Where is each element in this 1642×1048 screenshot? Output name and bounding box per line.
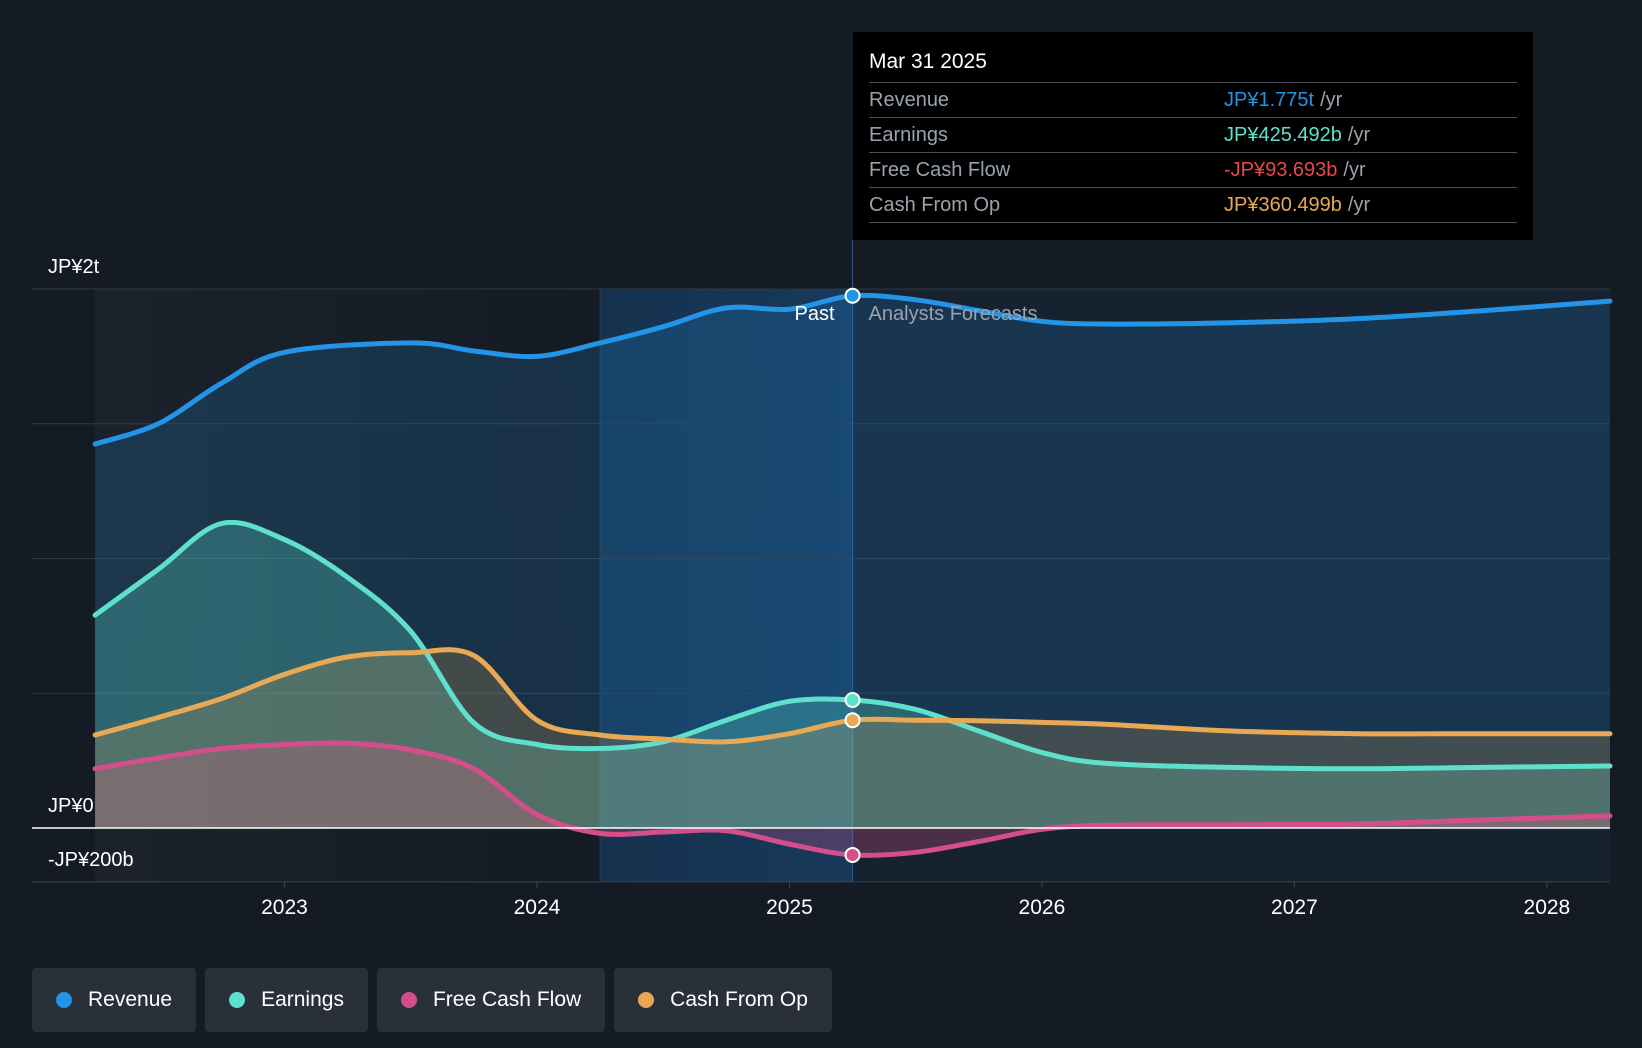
past-highlight-region — [600, 289, 853, 882]
legend-label: Earnings — [261, 988, 344, 1011]
tooltip-row-revenue: Revenue JP¥1.775t /yr — [869, 83, 1517, 118]
legend-label: Free Cash Flow — [432, 988, 582, 1011]
legend-dot-icon — [229, 992, 246, 1008]
past-region — [95, 289, 601, 882]
tooltip-row-earnings: Earnings JP¥425.492b /yr — [869, 118, 1517, 153]
revenue-area — [95, 295, 1611, 828]
x-tick-label: 2025 — [766, 896, 813, 919]
cash-from-op-marker — [844, 712, 861, 729]
x-tick-label: 2026 — [1019, 896, 1066, 919]
forecast-label: Analysts Forecasts — [869, 303, 1038, 325]
tooltip-label: Cash From Op — [869, 194, 1001, 216]
tooltip-unit: /yr — [1320, 89, 1343, 111]
tooltip-value: JP¥360.499b — [1224, 194, 1342, 216]
legend-item-free-cash-flow[interactable]: Free Cash Flow — [376, 968, 606, 1032]
legend: Revenue Earnings Free Cash Flow Cash Fro… — [32, 968, 832, 1032]
tooltip-label: Free Cash Flow — [869, 159, 1011, 181]
legend-dot-icon — [638, 992, 655, 1008]
legend-item-earnings[interactable]: Earnings — [205, 968, 368, 1032]
earnings-line — [92, 519, 1613, 772]
free-cash-flow-line — [92, 740, 1613, 858]
legend-item-cash-from-op[interactable]: Cash From Op — [614, 968, 832, 1032]
y-tick-label: JP¥0 — [48, 795, 94, 817]
legend-item-revenue[interactable]: Revenue — [32, 968, 197, 1032]
tooltip-unit: /yr — [1347, 194, 1371, 216]
x-tick-label: 2023 — [261, 896, 308, 919]
tooltip-value: JP¥425.492b — [1224, 124, 1342, 146]
tooltip-label: Revenue — [869, 89, 950, 111]
forecast-region — [852, 289, 1610, 882]
tooltip-unit: /yr — [1343, 159, 1366, 181]
tooltip-value: JP¥1.775t — [1224, 89, 1315, 111]
legend-dot-icon — [400, 992, 417, 1008]
x-tick-label: 2027 — [1271, 896, 1318, 919]
tooltip-label: Earnings — [869, 124, 948, 146]
past-label: Past — [795, 303, 835, 325]
cash-from-op-line — [92, 647, 1613, 745]
y-tick-label: -JP¥200b — [48, 849, 134, 871]
legend-label: Cash From Op — [670, 988, 808, 1011]
earnings-area — [95, 522, 1611, 828]
tooltip: Mar 31 2025 Revenue JP¥1.775t /yr Earnin… — [853, 32, 1533, 240]
revenue-marker — [844, 287, 861, 304]
tooltip-row-free-cash-flow: Free Cash Flow -JP¥93.693b /yr — [869, 153, 1517, 188]
free-cash-flow-marker — [844, 846, 861, 863]
tooltip-row-cash-from-op: Cash From Op JP¥360.499b /yr — [869, 188, 1517, 223]
earnings-marker — [844, 691, 861, 708]
legend-label: Revenue — [88, 988, 173, 1011]
cash-from-op-area — [95, 649, 1611, 828]
tooltip-value: -JP¥93.693b — [1224, 159, 1338, 181]
y-tick-label: JP¥2t — [48, 256, 100, 278]
x-tick-label: 2028 — [1524, 896, 1571, 919]
revenue-line — [92, 292, 1613, 447]
tooltip-date: Mar 31 2025 — [869, 46, 1517, 83]
legend-dot-icon — [56, 992, 72, 1008]
x-tick-label: 2024 — [514, 896, 561, 919]
tooltip-unit: /yr — [1347, 124, 1371, 146]
